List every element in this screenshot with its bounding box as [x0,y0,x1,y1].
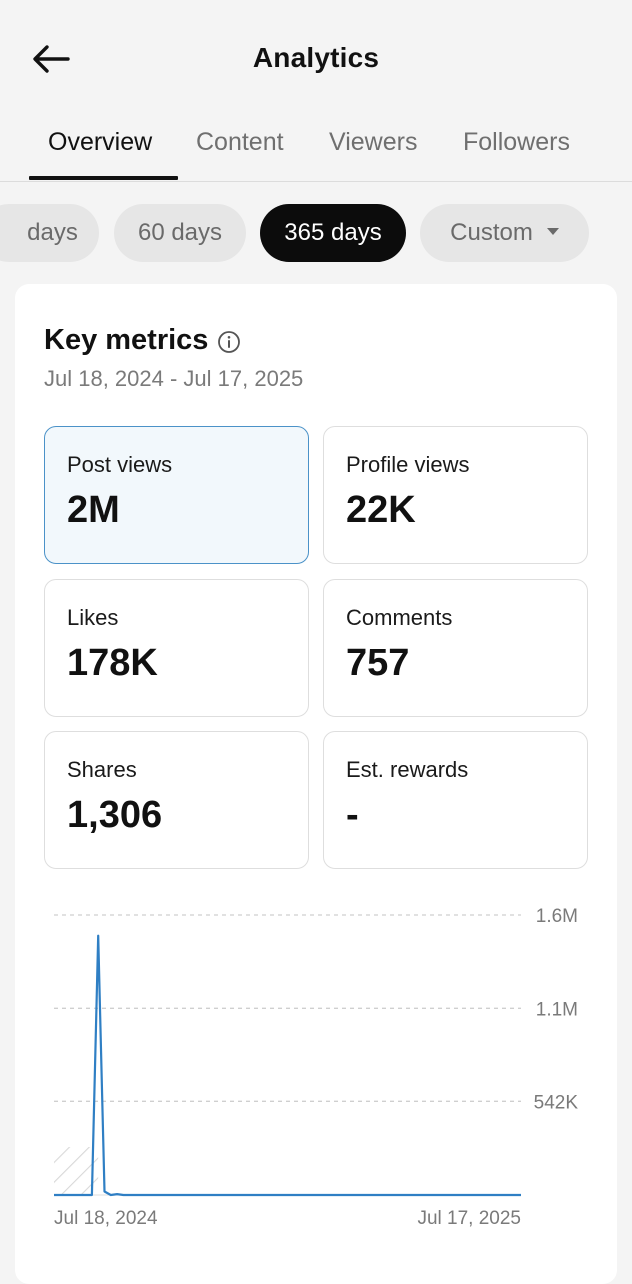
metric-label: Comments [346,605,453,630]
tab-followers[interactable]: Followers [463,128,570,156]
date-range-label: Jul 18, 2024 - Jul 17, 2025 [44,366,304,391]
x-tick-label: Jul 18, 2024 [54,1208,158,1229]
chip-60-days[interactable]: 60 days [114,204,246,262]
metric-card-likes[interactable]: Likes 178K [44,579,309,717]
metric-label: Est. rewards [346,757,469,782]
metric-card-post-views[interactable]: Post views 2M [44,426,309,564]
tab-bar: Overview Content Viewers Followers L [0,108,632,182]
metric-card-shares[interactable]: Shares 1,306 [44,731,309,869]
chip-label: days [27,219,78,246]
tabs-fade [592,108,632,181]
tab-content[interactable]: Content [196,128,284,156]
series-line-post-views [54,934,521,1197]
chip-label: 365 days [284,219,382,246]
metric-value: 1,306 [67,794,163,836]
chip-label: Custom [450,219,533,246]
y-tick-label: 1.1M [536,999,578,1020]
metric-value: 2M [67,489,120,531]
tab-viewers[interactable]: Viewers [329,128,418,156]
no-data-hatch-area [54,1147,99,1195]
info-icon[interactable] [217,330,241,354]
metric-value: - [346,794,359,836]
key-metrics-card: Key metrics Jul 18, 2024 - Jul 17, 2025 … [15,284,617,1284]
x-tick-label: Jul 17, 2025 [417,1208,521,1229]
page-title: Analytics [252,42,380,73]
metric-card-comments[interactable]: Comments 757 [323,579,588,717]
active-tab-indicator [29,176,178,180]
metric-value: 757 [346,642,410,684]
caret-down-icon [546,228,559,236]
key-metrics-title: Key metrics [44,324,209,356]
chip-partial-days[interactable]: days [0,204,99,262]
metric-value: 22K [346,489,416,531]
metric-label: Post views [67,452,173,477]
arrow-left-icon [33,45,70,73]
metric-card-profile-views[interactable]: Profile views 22K [323,426,588,564]
date-filter-chips: days 60 days 365 days Custom [0,200,632,268]
tab-overview[interactable]: Overview [48,128,153,156]
chip-label: 60 days [137,219,223,246]
metric-value: 178K [67,642,158,684]
y-tick-label: 542K [534,1092,579,1113]
post-views-line-chart[interactable]: 1.6M 1.1M 542K Jul 18, 2024 Jul 17, 2025 [15,884,617,1244]
chip-365-days[interactable]: 365 days [260,204,406,262]
metric-label: Profile views [346,452,470,477]
metric-label: Likes [67,605,119,630]
back-button[interactable] [26,38,74,86]
metric-label: Shares [67,757,137,782]
chip-custom[interactable]: Custom [420,204,589,262]
metric-card-est-rewards[interactable]: Est. rewards - [323,731,588,869]
top-bar: Analytics [0,0,632,120]
y-tick-label: 1.6M [536,906,578,927]
